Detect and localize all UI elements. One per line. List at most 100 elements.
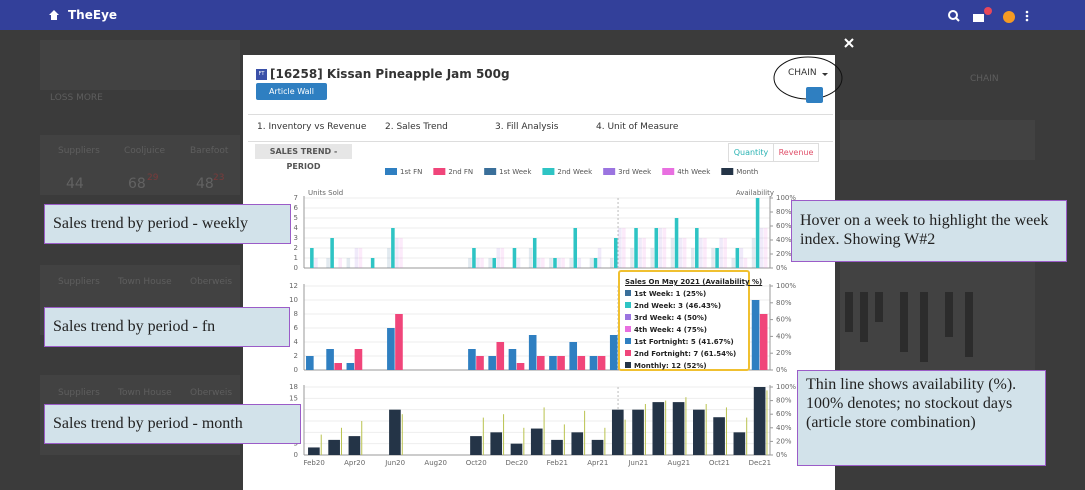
nav-bar: TheEye <box>0 0 1085 30</box>
y-tick-label: 3 <box>294 234 298 242</box>
bar <box>743 258 748 268</box>
bar <box>516 258 521 268</box>
bar <box>630 248 634 268</box>
y2-tick-label: 100% <box>776 282 796 290</box>
y-tick-label: 4 <box>294 338 299 346</box>
close-button[interactable] <box>843 37 855 49</box>
y-tick-label: 10 <box>289 296 298 304</box>
bar <box>733 432 746 455</box>
x-tick-label: Dec21 <box>749 459 771 467</box>
bar <box>476 356 484 370</box>
bar <box>735 248 740 268</box>
bar <box>597 356 606 370</box>
legend-swatch <box>662 168 675 175</box>
legend-label: 2nd FN <box>448 168 473 176</box>
bar <box>711 248 715 268</box>
bar <box>569 258 573 268</box>
bar <box>328 439 340 455</box>
bar <box>699 238 703 268</box>
tooltip-text: 4th Week: 4 (75%) <box>634 326 707 334</box>
bar <box>348 436 361 455</box>
section-header: SALES TREND - PERIOD <box>255 144 352 171</box>
annotation: Sales trend by period - month <box>44 404 301 444</box>
y2-tick-label: 20% <box>776 349 792 357</box>
y-tick-label: 0 <box>294 264 298 272</box>
legend-label: Month <box>736 168 758 176</box>
x-tick-label: Apr20 <box>344 459 365 467</box>
bar <box>541 258 545 268</box>
bar <box>537 258 541 268</box>
legend-swatch <box>484 168 497 175</box>
bar <box>713 417 725 455</box>
x-tick-label: Aug21 <box>668 459 691 467</box>
bar <box>528 335 537 370</box>
y2-tick-label: 40% <box>776 424 792 432</box>
tooltip: Sales On May 2021 (Availability %) 1st W… <box>618 270 762 371</box>
bar <box>682 238 687 268</box>
scope-dropdown[interactable]: CHAIN <box>788 68 817 78</box>
bg-label: Oberweis <box>190 277 233 287</box>
brand[interactable]: TheEye <box>68 8 118 22</box>
tooltip-swatch <box>625 290 631 296</box>
y2-tick-label: 40% <box>776 236 792 244</box>
bar <box>308 447 320 455</box>
legend-label: 3rd Week <box>618 168 652 176</box>
bg-label: Oberweis <box>190 388 233 398</box>
x-tick-label: Feb21 <box>547 459 568 467</box>
tooltip-text: 2nd Week: 3 (46.43%) <box>634 302 722 310</box>
bar <box>654 228 659 268</box>
tab[interactable]: 1. Inventory vs Revenue <box>257 122 367 132</box>
tab[interactable]: 2. Sales Trend <box>385 122 448 132</box>
bar <box>613 238 618 268</box>
bar <box>387 328 395 370</box>
legend-swatch <box>433 168 446 175</box>
home-icon[interactable] <box>48 9 60 21</box>
bar <box>490 432 503 455</box>
bar <box>395 314 403 370</box>
bar <box>468 258 472 268</box>
bg-label: Suppliers <box>58 146 100 156</box>
bar <box>632 409 644 455</box>
bar <box>346 363 355 370</box>
toggle[interactable]: Revenue <box>773 143 819 162</box>
bar <box>759 228 764 268</box>
bg-value: 48 <box>196 176 214 192</box>
legend-swatch <box>603 168 616 175</box>
bar <box>634 228 638 268</box>
bar <box>715 248 719 268</box>
tooltip-text: 2nd Fortnight: 7 (61.54%) <box>634 350 737 358</box>
annotation: Hover on a week to highlight the week in… <box>791 200 1067 262</box>
bar <box>597 248 602 268</box>
tooltip-swatch <box>625 362 631 368</box>
y2-axis-label: Availability <box>736 189 774 197</box>
tab[interactable]: 3. Fill Analysis <box>495 122 559 132</box>
y2-tick-label: 0% <box>776 366 787 374</box>
tab[interactable]: 4. Unit of Measure <box>596 122 679 132</box>
article-title: [16258] Kissan Pineapple Jam 500g <box>270 67 510 81</box>
y-tick-label: 1 <box>294 254 298 262</box>
nav-icons[interactable] <box>945 6 1035 26</box>
bg-label: Barefoot <box>190 146 229 156</box>
bar <box>719 238 723 268</box>
bar <box>532 238 537 268</box>
annotation: Thin line shows availability (%). 100% d… <box>797 370 1046 466</box>
bar <box>549 258 553 268</box>
bar <box>650 248 655 268</box>
x-tick-label: Apr21 <box>587 459 608 467</box>
tooltip-swatch <box>625 326 631 332</box>
x-tick-label: Oct21 <box>709 459 730 467</box>
y2-tick-label: 40% <box>776 332 792 340</box>
bar <box>334 363 342 370</box>
bar <box>569 342 578 370</box>
bar <box>652 402 665 455</box>
bar <box>510 443 523 455</box>
y2-tick-label: 20% <box>776 250 792 258</box>
bar <box>528 248 533 268</box>
x-tick-label: Jun20 <box>384 459 405 467</box>
article-wall-button[interactable]: Article Wall <box>256 83 327 100</box>
bar <box>553 258 557 268</box>
bar <box>496 248 501 268</box>
y-tick-label: 18 <box>289 383 298 391</box>
y-tick-label: 0 <box>294 451 298 459</box>
